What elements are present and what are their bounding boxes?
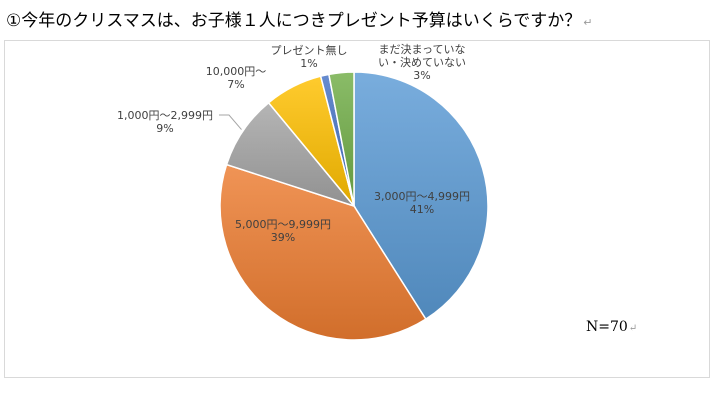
sample-size-text: N=70 [586, 319, 628, 335]
slice-category-label: い・決めていない [378, 56, 466, 69]
slice-percent-label: 7% [227, 78, 244, 91]
pie-slice [219, 163, 427, 341]
chart-frame [4, 40, 710, 378]
leader-line [219, 114, 242, 130]
sample-size-note: N=70↵ [586, 319, 637, 335]
slice-data-label: まだ決まっていない・決めていない 3% [378, 43, 466, 82]
slice-category-label: 3,000円～4,999円 [374, 190, 470, 203]
slice-percent-label: 41% [410, 203, 434, 216]
slice-percent-label: 3% [413, 69, 430, 82]
title-text: ①今年のクリスマスは、お子様１人につきプレゼント予算はいくらですか？ [6, 11, 582, 31]
slice-category-label: 1,000円～2,999円 [117, 109, 213, 122]
slice-category-label: プレゼント無し [271, 43, 348, 57]
chart-title: ①今年のクリスマスは、お子様１人につきプレゼント予算はいくらですか？ ↵ [6, 6, 592, 31]
slice-data-label: プレゼント無し 1% [271, 43, 348, 70]
slice-category-label: まだ決まっていな [378, 43, 465, 56]
slice-data-label: 10,000円～ 7% [206, 65, 267, 91]
slice-data-label: 3,000円～4,999円 41% [374, 190, 470, 216]
pie-slice [353, 71, 489, 321]
slice-percent-label: 1% [300, 57, 317, 70]
slice-percent-label: 39% [271, 231, 295, 244]
return-mark-icon: ↵ [628, 323, 638, 334]
slice-category-label: 5,000円～9,999円 [235, 218, 331, 231]
slice-data-label: 1,000円～2,999円 9% [117, 109, 213, 135]
return-mark-icon: ↵ [583, 16, 593, 29]
slice-data-label: 5,000円～9,999円 39% [235, 218, 331, 244]
slice-category-label: 10,000円～ [206, 65, 267, 78]
pie-slice [328, 71, 355, 207]
slice-percent-label: 9% [156, 122, 173, 135]
